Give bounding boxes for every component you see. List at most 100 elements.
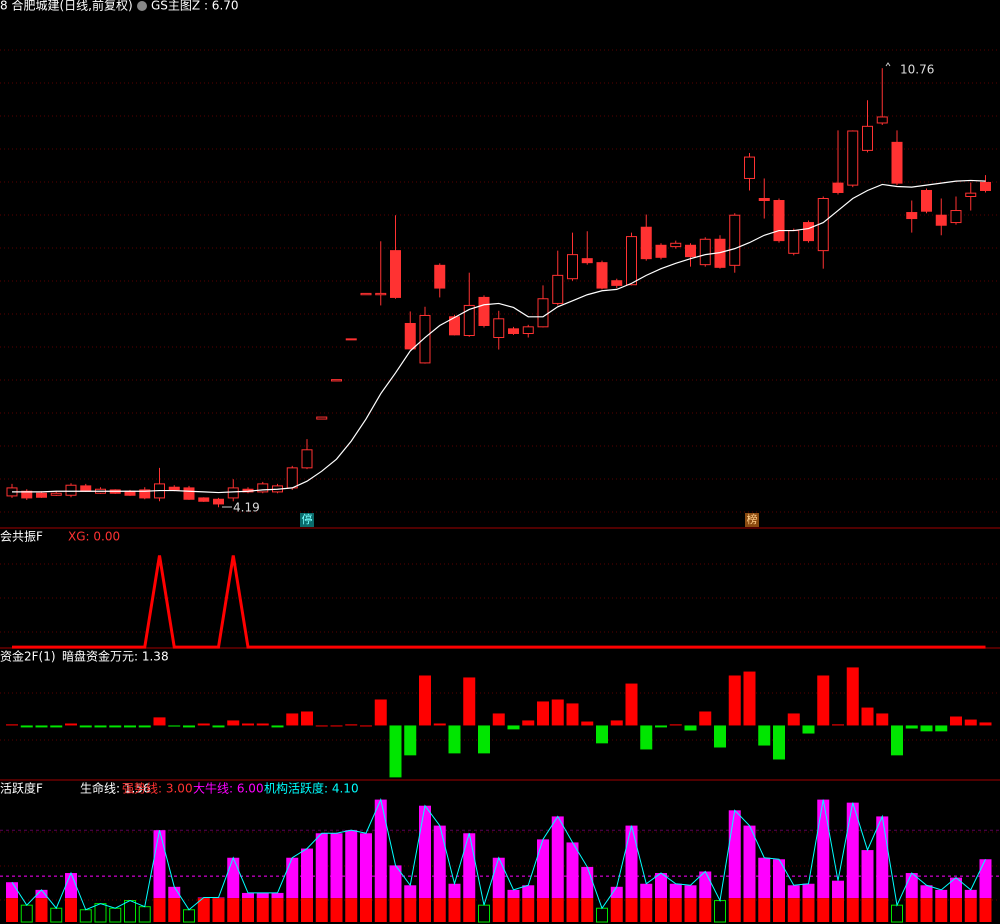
activity-bar [787, 885, 800, 899]
candle-body [788, 230, 800, 254]
panel-subtitle: GS主图Z : 6.70 [151, 0, 239, 13]
bar [964, 719, 977, 726]
annotation: 10.76 [900, 63, 934, 77]
base-bar [271, 898, 284, 922]
candle-body [950, 210, 962, 224]
bar [950, 716, 962, 726]
low-bar [94, 903, 107, 923]
activity-bar [640, 883, 653, 899]
activity-bar [581, 866, 594, 899]
base-bar [360, 898, 372, 922]
base-bar [684, 898, 697, 922]
base-bar [758, 898, 771, 922]
legend-entry: 大牛线: 6.00 [193, 781, 264, 796]
base-bar [699, 898, 712, 922]
legend-entry: 机构活跃度: 4.10 [264, 781, 359, 796]
bar [20, 725, 33, 728]
activity-bar [492, 857, 505, 899]
bar [832, 724, 844, 726]
base-bar [566, 898, 579, 922]
low-bar [478, 904, 490, 923]
bar [301, 711, 313, 726]
candle-body [508, 328, 519, 335]
candle-body [286, 467, 298, 489]
candle-body [758, 198, 770, 202]
candle-body [50, 492, 62, 496]
base-bar [640, 898, 653, 922]
candle-body [360, 292, 372, 296]
activity-bar [256, 892, 269, 899]
activity-bar [964, 889, 977, 899]
candle-body [227, 487, 239, 499]
bar [271, 725, 284, 728]
candle-body [773, 200, 785, 242]
base-bar [168, 898, 181, 922]
bar [286, 713, 299, 726]
bar [124, 725, 136, 728]
bar [478, 725, 490, 754]
activity-bar [802, 883, 815, 899]
candle-body [345, 338, 357, 341]
bar [537, 701, 549, 726]
activity-bar [669, 883, 682, 899]
candle-body [537, 298, 549, 328]
activity-bar [286, 857, 299, 899]
bar [773, 725, 785, 760]
candle-body [626, 236, 637, 286]
bar [817, 675, 830, 726]
bar [109, 725, 122, 728]
base-bar [522, 898, 535, 922]
bar [802, 725, 815, 734]
base-bar [979, 898, 992, 922]
base-bar [861, 898, 874, 922]
candle-body [493, 318, 505, 339]
candle-body [847, 130, 859, 186]
low-bar [79, 909, 92, 923]
bar [50, 725, 63, 728]
activity-bar [655, 873, 667, 899]
candle-body [257, 483, 269, 493]
activity-bar [950, 877, 962, 899]
bar [655, 725, 667, 728]
base-bar [905, 898, 918, 922]
activity-bar [728, 810, 741, 899]
bar [891, 725, 903, 756]
candle-body [124, 490, 136, 496]
low-bar [891, 904, 903, 923]
base-bar [846, 898, 859, 922]
activity-bar [271, 892, 284, 899]
candle-body [611, 280, 623, 286]
activity-bar [374, 799, 387, 899]
candle-body [596, 262, 608, 289]
activity-bar [507, 889, 520, 899]
panel-title: 资金2F(1) [0, 649, 56, 664]
bar [861, 707, 874, 726]
bar [743, 671, 756, 726]
activity-bar [817, 799, 830, 899]
activity-bar [168, 886, 181, 899]
candle-body [390, 250, 401, 298]
activity-bar [610, 886, 623, 899]
badge [745, 513, 759, 527]
bar [920, 725, 933, 732]
bar [596, 725, 608, 744]
panel-title: 活跃度F [0, 781, 43, 796]
base-bar [492, 898, 505, 922]
activity-bar [448, 883, 461, 899]
bar [581, 721, 594, 726]
bar [168, 725, 181, 727]
activity-bar [433, 825, 446, 899]
base-bar [315, 898, 328, 922]
candle-body [331, 379, 342, 382]
candle-body [168, 486, 180, 491]
base-bar [876, 898, 889, 922]
base-bar [330, 898, 343, 922]
candle-body [876, 116, 888, 124]
candle-body [670, 242, 682, 248]
bar [699, 711, 712, 726]
bar [138, 725, 151, 728]
base-bar [345, 898, 358, 922]
settings-icon[interactable] [137, 1, 147, 11]
